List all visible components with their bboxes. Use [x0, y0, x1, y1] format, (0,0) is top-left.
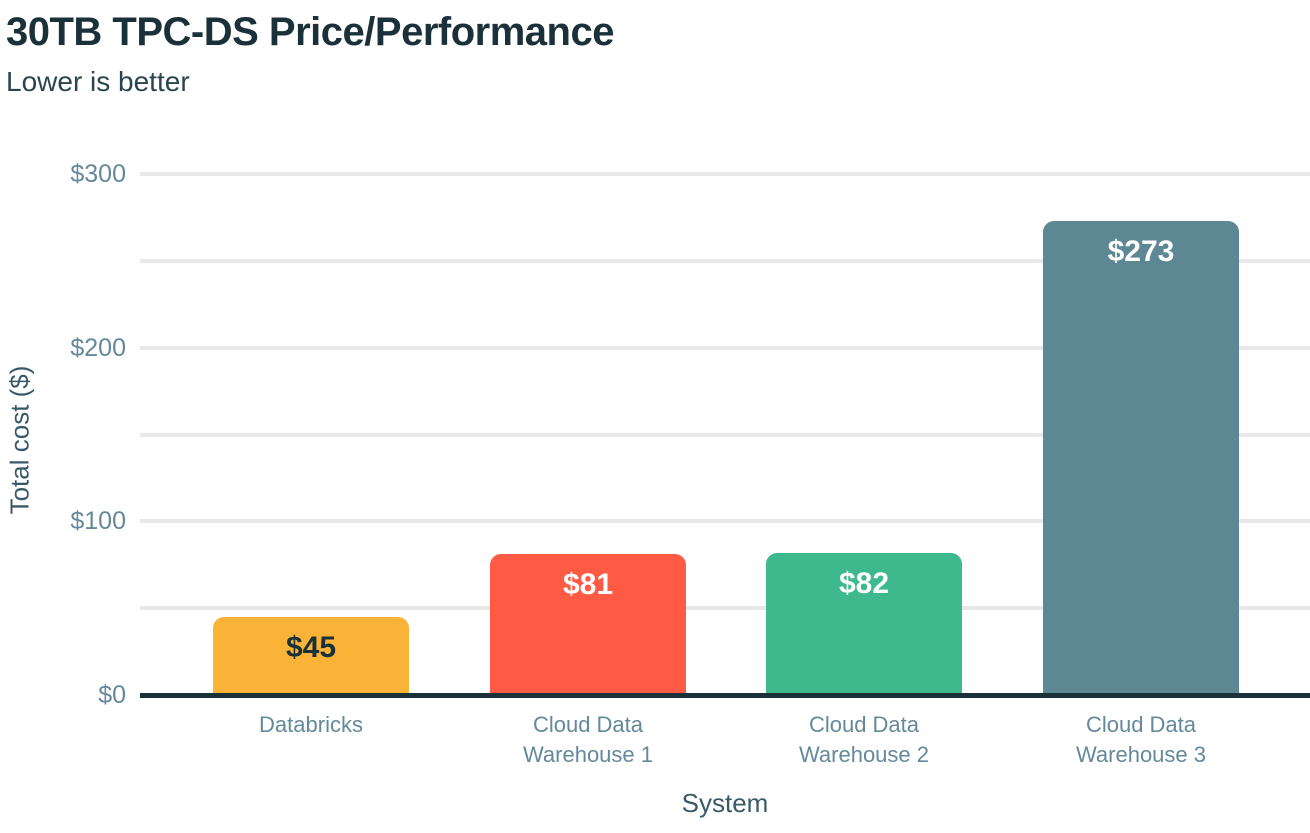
bar-value-label: $81	[562, 568, 614, 601]
bar-value-label: $45	[285, 631, 337, 664]
gridline	[140, 258, 1310, 263]
x-tick-label: Databricks	[259, 712, 363, 737]
gridline	[140, 432, 1310, 437]
chart-title: 30TB TPC-DS Price/Performance	[6, 10, 614, 54]
bar: $45	[213, 617, 409, 695]
y-axis-title: Total cost ($)	[4, 365, 35, 515]
y-tick-label: $300	[70, 160, 126, 188]
x-axis-line	[140, 693, 1310, 698]
x-tick-label: Cloud Data Warehouse 3	[1075, 712, 1207, 767]
y-tick-label: $200	[70, 334, 126, 362]
bar-value-label: $273	[1107, 235, 1175, 268]
chart-subtitle: Lower is better	[6, 66, 190, 97]
gridline	[140, 345, 1310, 350]
bar: $273	[1043, 221, 1239, 695]
x-tick-label: Cloud Data Warehouse 2	[798, 712, 930, 767]
x-tick-label: Cloud Data Warehouse 1	[522, 712, 654, 767]
gridline	[140, 606, 1310, 611]
gridline	[140, 172, 1310, 176]
x-axis-title: System	[681, 788, 769, 818]
gridline	[140, 519, 1310, 524]
y-tick-label: $0	[98, 681, 126, 709]
plot-area: $45 $81 $82 $273	[140, 172, 1310, 698]
bar: $81	[490, 554, 686, 695]
y-tick-label: $100	[70, 507, 126, 535]
bar: $82	[766, 553, 962, 695]
bar-value-label: $82	[838, 567, 890, 600]
